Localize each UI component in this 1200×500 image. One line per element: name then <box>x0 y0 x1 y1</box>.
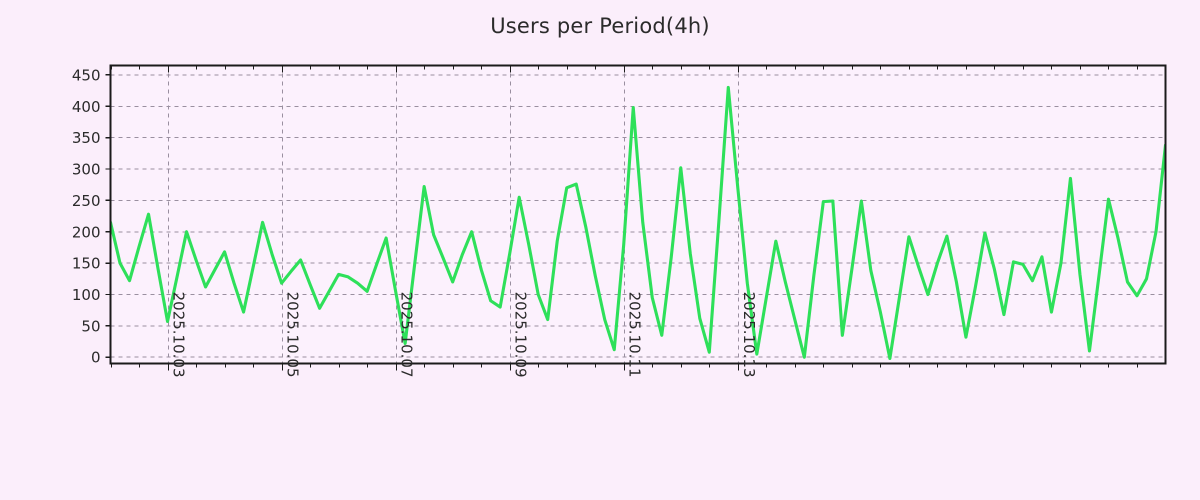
svg-text:100: 100 <box>72 286 101 304</box>
svg-text:150: 150 <box>72 255 101 273</box>
svg-text:2025.10.03: 2025.10.03 <box>170 292 188 378</box>
plot-background <box>110 65 1166 364</box>
svg-text:2025.10.13: 2025.10.13 <box>740 292 758 378</box>
axis-frame <box>109 64 1167 365</box>
svg-text:0: 0 <box>91 349 101 367</box>
svg-text:300: 300 <box>72 161 101 179</box>
svg-text:400: 400 <box>72 98 101 116</box>
svg-text:2025.10.05: 2025.10.05 <box>284 292 302 378</box>
svg-text:200: 200 <box>72 223 101 241</box>
svg-text:250: 250 <box>72 192 101 210</box>
x-axis-labels: 2025.10.03 2025.10.05 2025.10.07 2025.10.09… <box>170 292 758 378</box>
svg-text:2025.10.09: 2025.10.09 <box>512 292 530 378</box>
svg-text:50: 50 <box>81 317 100 335</box>
svg-text:450: 450 <box>72 66 101 84</box>
svg-text:2025.10.07: 2025.10.07 <box>398 292 416 378</box>
y-axis-labels: 0 50 100 150 200 250 300 350 400 450 <box>72 66 101 366</box>
svg-text:2025.10.11: 2025.10.11 <box>626 292 644 378</box>
data-series <box>110 85 1166 361</box>
chart-title: Users per Period(4h) <box>490 14 710 38</box>
svg-text:350: 350 <box>72 129 101 147</box>
